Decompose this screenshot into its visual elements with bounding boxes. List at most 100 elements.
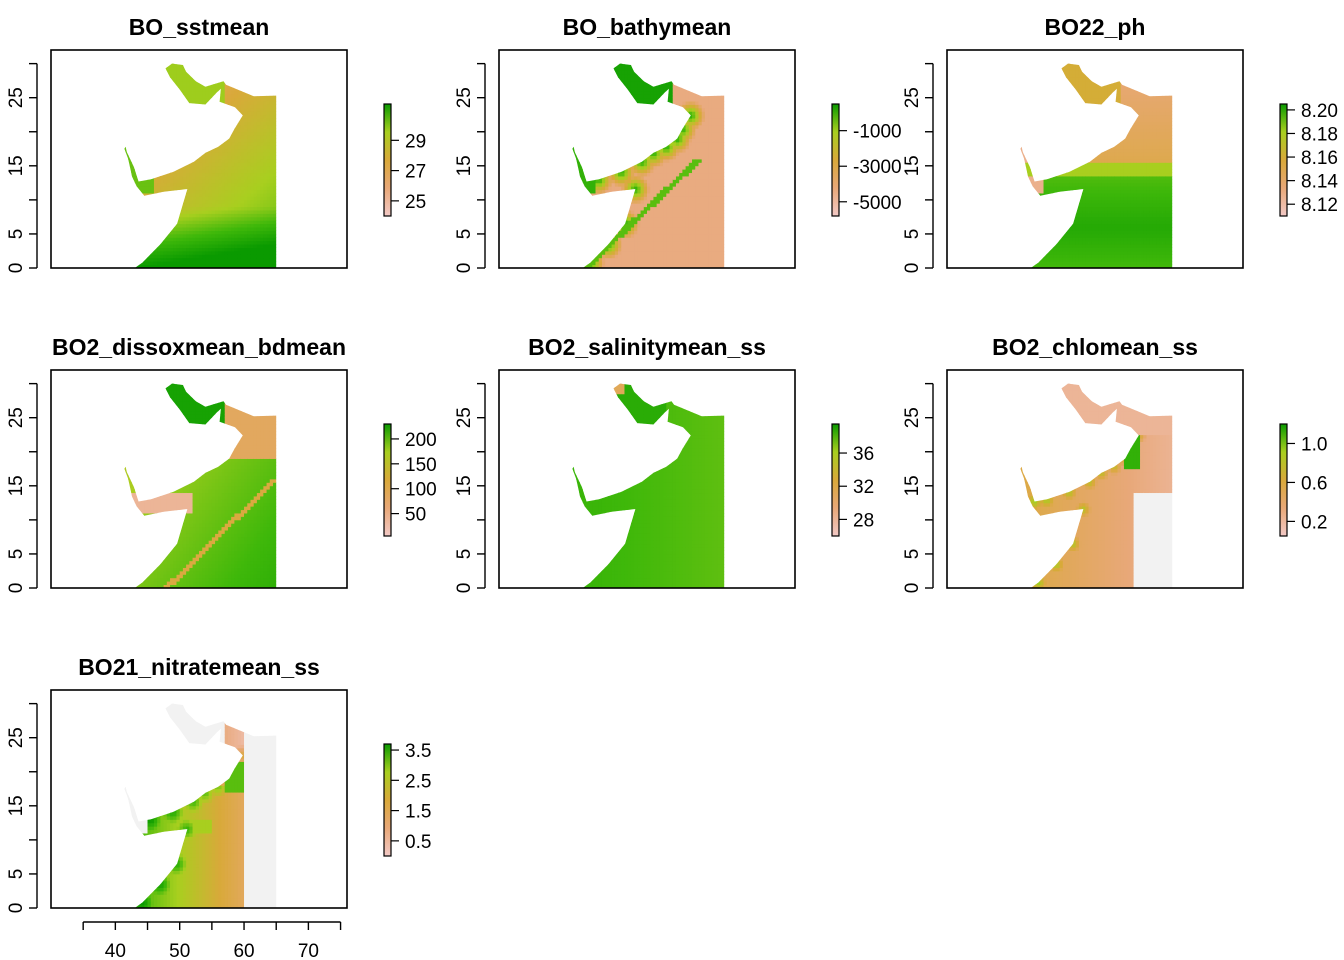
raster-cell: [672, 250, 677, 255]
raster-cell: [634, 63, 638, 65]
raster-cell: [173, 169, 177, 174]
raster-cell: [572, 94, 574, 99]
raster-cell: [663, 73, 667, 78]
raster-cell: [659, 67, 664, 71]
raster-cell: [250, 203, 255, 208]
raster-cell: [611, 135, 616, 139]
raster-cell: [173, 135, 177, 139]
raster-cell: [150, 227, 155, 231]
raster-cell: [573, 233, 577, 238]
raster-cell: [237, 189, 242, 194]
raster-cell: [634, 213, 638, 218]
raster-cell: [170, 121, 174, 126]
raster-cell: [221, 128, 226, 133]
raster-cell: [176, 196, 181, 201]
raster-cell: [182, 206, 187, 211]
raster-cell: [131, 155, 136, 160]
raster-cell: [656, 148, 661, 153]
raster-cell: [589, 186, 593, 191]
raster-cell: [269, 152, 274, 156]
raster-cell: [125, 233, 129, 238]
raster-cell: [266, 77, 271, 82]
raster-cell: [170, 227, 174, 231]
raster-cell: [260, 121, 264, 126]
raster-cell: [614, 104, 619, 109]
raster-cell: [666, 165, 670, 170]
raster-cell: [601, 152, 606, 156]
raster-cell: [263, 145, 267, 150]
raster-cell: [643, 216, 648, 221]
raster-cell: [589, 148, 593, 153]
raster-cell: [231, 162, 235, 167]
raster-cell: [643, 189, 648, 194]
raster-cell: [263, 128, 267, 133]
raster-cell: [640, 148, 645, 153]
raster-cell: [208, 250, 213, 255]
raster-cell: [614, 210, 619, 214]
raster-cell: [137, 186, 142, 191]
raster-cell: [166, 250, 171, 255]
raster-cell: [250, 124, 255, 129]
raster-cell: [273, 118, 277, 122]
raster-cell: [199, 176, 203, 180]
raster-cell: [589, 206, 593, 211]
raster-cell: [244, 169, 248, 174]
raster-cell: [266, 124, 271, 129]
raster-cell: [153, 90, 158, 95]
raster-cell: [125, 210, 129, 214]
raster-cell: [582, 148, 587, 153]
raster-cell: [621, 169, 625, 174]
raster-cell: [186, 118, 190, 122]
raster-cell: [182, 141, 187, 146]
raster-cell: [582, 111, 587, 116]
raster-cell: [163, 206, 168, 211]
raster-cell: [150, 203, 155, 208]
raster-cell: [592, 216, 596, 221]
raster-cell: [637, 73, 641, 78]
raster-cell: [260, 233, 264, 238]
raster-cell: [266, 213, 271, 218]
raster-cell: [250, 63, 255, 65]
raster-cell: [224, 223, 229, 228]
raster-cell: [572, 87, 574, 92]
raster-cell: [256, 213, 261, 218]
raster-cell: [634, 206, 638, 211]
raster-cell: [592, 94, 596, 99]
raster-cell: [218, 254, 222, 259]
raster-cell: [627, 233, 632, 238]
raster-cell: [163, 199, 168, 204]
raster-cell: [672, 97, 677, 102]
raster-cell: [170, 244, 174, 248]
raster-cell: [576, 97, 580, 102]
raster-cell: [253, 90, 258, 95]
raster-cell: [237, 240, 242, 245]
raster-cell: [205, 141, 210, 146]
raster-cell: [582, 118, 587, 122]
raster-cell: [125, 67, 129, 71]
raster-cell: [124, 196, 126, 201]
raster-cell: [195, 152, 200, 156]
raster-cell: [244, 189, 248, 194]
raster-cell: [176, 216, 181, 221]
raster-cell: [215, 80, 219, 85]
raster-cell: [137, 254, 142, 259]
raster-cell: [202, 199, 206, 204]
raster-cell: [605, 179, 609, 184]
raster-cell: [598, 254, 603, 259]
raster-cell: [263, 240, 267, 245]
raster-cell: [663, 257, 667, 262]
raster-cell: [256, 257, 261, 262]
raster-cell: [176, 172, 181, 177]
raster-cell: [250, 186, 255, 191]
raster-cell: [218, 244, 222, 248]
raster-cell: [202, 165, 206, 170]
raster-cell: [137, 169, 142, 174]
raster-cell: [182, 227, 187, 231]
raster-cell: [576, 80, 580, 85]
raster-cell: [128, 223, 132, 228]
raster-cell: [640, 206, 645, 211]
raster-cell: [244, 179, 248, 184]
raster-cell: [573, 179, 577, 184]
raster-cell: [234, 145, 239, 150]
raster-cell: [176, 118, 181, 122]
